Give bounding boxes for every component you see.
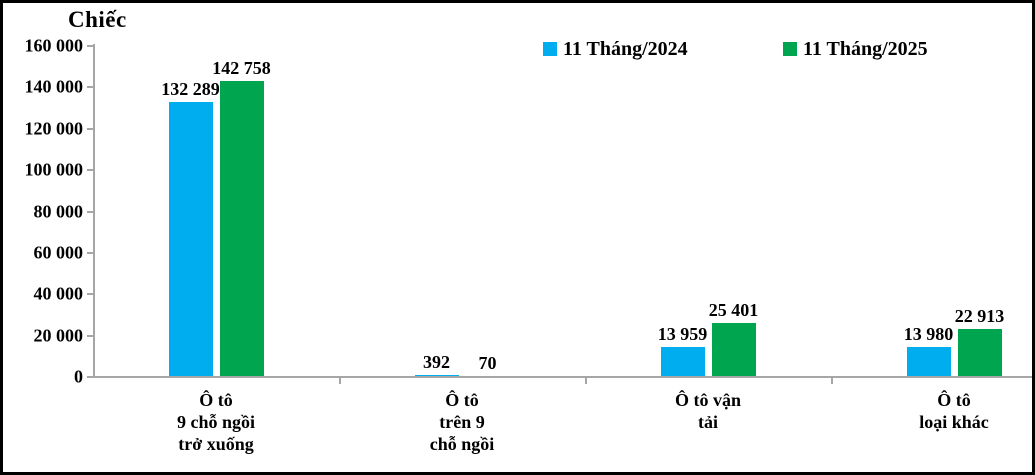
chart-title: Chiếc	[68, 7, 127, 32]
y-tick	[87, 210, 93, 213]
bar-value-label: 132 289	[161, 79, 220, 100]
y-tick-label: 40 000	[33, 283, 84, 304]
y-tick	[87, 86, 93, 89]
y-tick-label: 20 000	[33, 325, 84, 346]
legend-swatch	[783, 42, 797, 56]
legend-label: 11 Tháng/2024	[563, 37, 688, 60]
bar-series-1-cat-0	[219, 81, 264, 376]
bar-value-label: 70	[478, 353, 497, 374]
y-tick-label: 140 000	[24, 76, 84, 97]
y-tick-label: 80 000	[33, 201, 84, 221]
legend-swatch	[543, 42, 557, 56]
bar-value-label: 13 980	[903, 324, 954, 345]
bar-series-0-cat-1	[414, 375, 459, 376]
y-tick-label: 60 000	[33, 242, 84, 263]
x-tick	[831, 376, 833, 384]
category-label: Ô tô vận tải	[674, 390, 742, 432]
y-tick	[87, 45, 93, 47]
bar-value-label: 25 401	[708, 300, 759, 321]
y-tick-label: 160 000	[24, 35, 84, 56]
bar-series-1-cat-2	[711, 323, 756, 376]
legend-label: 11 Tháng/2025	[803, 37, 928, 60]
category-label: Ô tô loại khác	[919, 390, 989, 432]
bar-series-1-cat-3	[957, 329, 1002, 376]
bar-value-label: 142 758	[212, 58, 271, 79]
legend-item: 11 Tháng/2024	[543, 38, 688, 60]
y-axis-line	[93, 44, 95, 377]
x-tick	[585, 376, 587, 384]
bar-series-0-cat-0	[168, 102, 213, 376]
category-label: Ô tô trên 9 chỗ ngồi	[429, 390, 495, 454]
y-tick-label: 100 000	[24, 159, 84, 180]
y-tick	[87, 376, 93, 378]
legend-item: 11 Tháng/2025	[783, 38, 928, 60]
bar-value-label: 22 913	[954, 306, 1005, 327]
y-tick	[87, 169, 93, 172]
y-tick-label: 120 000	[24, 118, 84, 139]
x-tick	[339, 376, 341, 384]
y-tick	[87, 293, 93, 296]
y-tick	[87, 127, 93, 130]
bar-series-0-cat-2	[660, 347, 705, 376]
bar-value-label: 392	[423, 352, 450, 373]
y-tick	[87, 251, 93, 254]
x-axis-line	[93, 376, 1032, 378]
y-tick	[87, 334, 93, 337]
category-label: Ô tô 9 chỗ ngồi trở xuống	[176, 390, 256, 454]
y-tick-label: 0	[74, 366, 83, 387]
bar-value-label: 13 959	[657, 324, 708, 345]
bar-series-0-cat-3	[906, 347, 951, 376]
